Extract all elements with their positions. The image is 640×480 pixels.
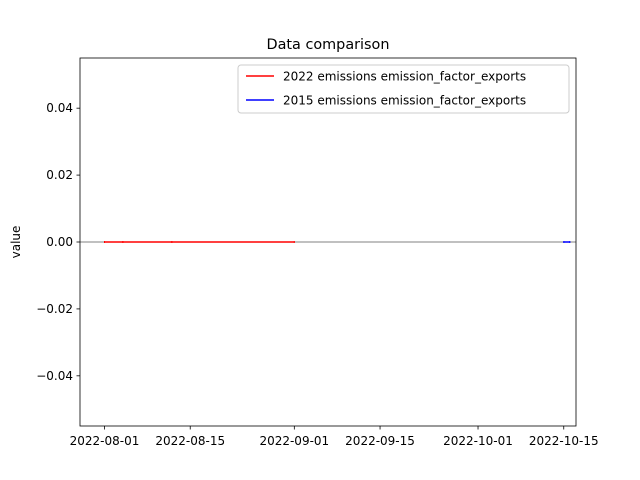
x-tick-label: 2022-10-01 xyxy=(443,434,513,448)
legend-label-1: 2015 emissions emission_factor_exports xyxy=(283,94,526,108)
y-tick-label: −0.02 xyxy=(36,302,73,316)
y-tick-label: 0.00 xyxy=(46,235,73,249)
legend-label-0: 2022 emissions emission_factor_exports xyxy=(283,70,526,84)
y-tick-label: −0.04 xyxy=(36,369,73,383)
x-tick-label: 2022-08-01 xyxy=(70,434,140,448)
chart-title: Data comparison xyxy=(267,37,390,53)
x-tick-label: 2022-09-01 xyxy=(259,434,329,448)
x-tick-label: 2022-08-15 xyxy=(155,434,225,448)
x-tick-label: 2022-09-15 xyxy=(345,434,415,448)
y-tick-label: 0.02 xyxy=(46,168,73,182)
legend-box xyxy=(237,64,570,114)
x-tick-label: 2022-10-15 xyxy=(529,434,599,448)
y-tick-label: 0.04 xyxy=(46,101,73,115)
y-axis-label: value xyxy=(9,226,23,259)
plot-area: 2022-08-01 2022-08-15 2022-09-01 2022-09-15… xyxy=(36,57,599,448)
